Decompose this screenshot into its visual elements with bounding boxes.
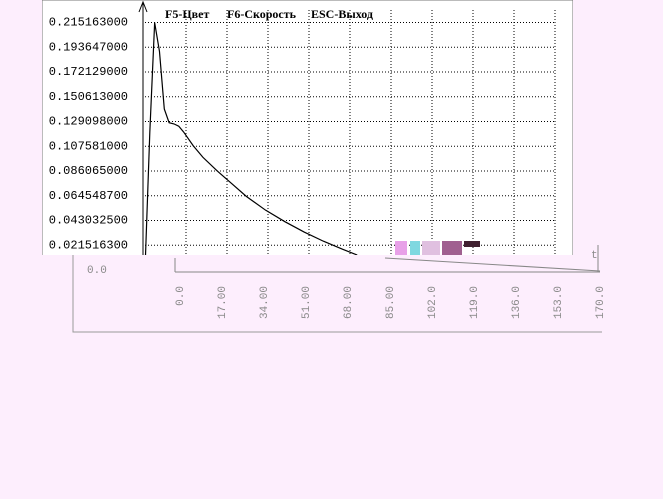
lower-panel: 0.0 0.0 17.00 34.00 51.00 68.00 85.00 102.0 119.…	[72, 241, 607, 333]
x-tick-label: 34.00	[259, 286, 271, 319]
artifact	[410, 241, 420, 255]
y-tick-label: 0.129098000	[49, 115, 128, 129]
y-tick-label: 0.150613000	[49, 90, 128, 104]
frame	[72, 255, 602, 333]
overlay	[0, 255, 663, 499]
menu-hint: F6-Скорость	[227, 7, 297, 21]
menu-hint: F5-Цвет	[165, 7, 209, 21]
y-tick-label: 0.0	[87, 265, 107, 277]
y-tick-label: 0.086065000	[49, 164, 128, 178]
x-axis-label: t	[591, 250, 598, 262]
y-tick-label: 0.021516300	[49, 238, 128, 252]
overlay	[585, 240, 663, 255]
x-tick-label: 17.00	[217, 286, 229, 319]
panel	[42, 0, 573, 255]
y-tick-label: 0.043032500	[49, 214, 128, 228]
y-tick-label: 0.172129000	[49, 65, 128, 79]
x-tick-label: 153.0	[553, 286, 565, 319]
x-tick-label: 102.0	[427, 286, 439, 319]
artifact-line	[384, 257, 601, 272]
y-tick-label: 0.193647000	[49, 40, 128, 54]
data-line	[144, 22, 358, 255]
axis-arrow	[138, 0, 148, 13]
artifact	[442, 241, 462, 255]
y-tick-label: 0.215163000	[49, 16, 128, 30]
x-tick-label: 136.0	[511, 286, 523, 319]
x-tick-label: 51.00	[301, 286, 313, 319]
artifact	[395, 241, 407, 255]
y-tick-label: 0.064548700	[49, 189, 128, 203]
artifact	[422, 241, 440, 255]
upper-panel: 0.021516300 0.043032500 0.064548700 0.08606…	[42, 0, 573, 255]
y-tick-label: 0.107581000	[49, 139, 128, 153]
x-tick-label: 170.0	[595, 286, 607, 319]
x-tick-label: 0.0	[175, 286, 187, 306]
artifact	[464, 241, 480, 247]
x-tick-label: 68.00	[343, 286, 355, 319]
x-tick-label: 85.00	[385, 286, 397, 319]
x-tick-label: 119.0	[469, 286, 481, 319]
menu-hint: ESC-Выход	[311, 7, 373, 21]
